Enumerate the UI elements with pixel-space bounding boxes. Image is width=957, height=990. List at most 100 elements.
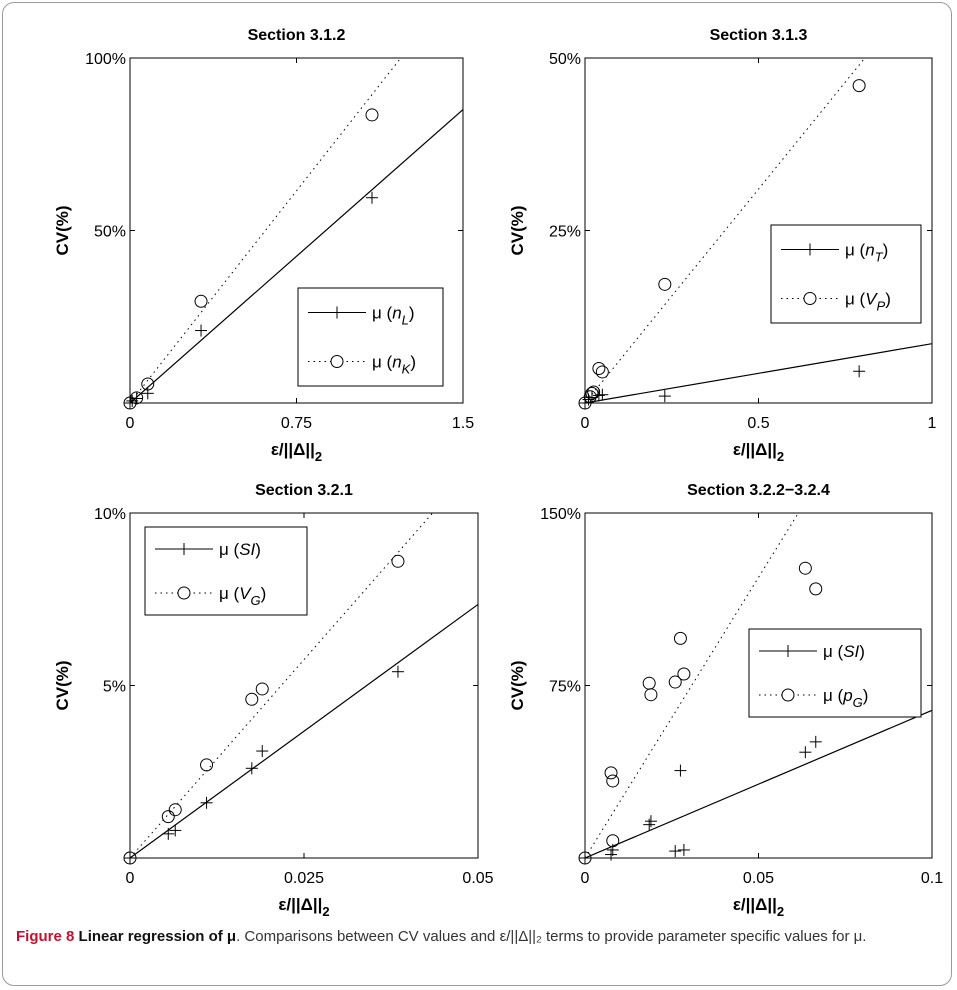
legend: μ (nT) μ (VP) (770, 224, 922, 324)
legend-label: μ (nT) (845, 241, 888, 265)
legend-box (748, 628, 922, 718)
fit-line (585, 513, 799, 858)
fit-line (585, 709, 932, 858)
legend-box (770, 224, 922, 324)
data-point-circle (673, 631, 687, 645)
data-point-circle (798, 561, 812, 575)
data-point-circle (658, 277, 672, 291)
data-point-circle (668, 675, 682, 689)
caption-text: . Comparisons between CV values and ε/||… (236, 928, 867, 945)
data-point-circle (141, 377, 155, 391)
data-point-plus (606, 843, 619, 856)
figure-caption: Figure 8 Linear regression of μ. Compari… (16, 925, 946, 949)
legend: μ (SI) μ (pG) (748, 628, 922, 718)
data-point-circle (583, 390, 597, 404)
data-point-circle (123, 851, 137, 865)
x-tick-label: 0.5 (747, 415, 769, 432)
x-axis-label: ε/||Δ||2 (733, 895, 784, 919)
caption-label: Figure 8 (16, 928, 75, 945)
y-tick-label: 10% (94, 506, 126, 523)
x-tick-label: 0.05 (743, 870, 774, 887)
x-tick-label: 1 (928, 415, 937, 432)
series-2 (578, 58, 866, 410)
x-tick-label: 0.025 (284, 870, 324, 887)
series-2 (123, 513, 434, 865)
y-tick-label: 5% (103, 679, 126, 696)
x-axis-label: ε/||Δ||2 (733, 440, 784, 464)
legend-label: μ (SI) (823, 642, 865, 661)
y-axis-label: CV(%) (508, 205, 527, 255)
data-point-plus (141, 387, 154, 400)
data-point-circle (161, 810, 175, 824)
data-point-plus (658, 390, 671, 403)
data-point-circle (595, 365, 609, 379)
data-point-plus (799, 746, 812, 759)
legend-label: μ (nL) (372, 304, 415, 328)
data-point-circle (123, 396, 137, 410)
data-point-plus (643, 818, 656, 831)
y-axis-label: CV(%) (53, 205, 72, 255)
x-tick-label: 0 (581, 415, 590, 432)
chart-panel-3: Section 3.2.1 0 0.025 0.05 5% 10% ε/||Δ||2 CV(%… (53, 482, 494, 919)
x-tick-label: 0 (581, 870, 590, 887)
chart-panel-1: Section 3.1.2 0 0.75 1.5 50% 100% ε/||Δ||2 CV(%… (53, 27, 474, 464)
y-axis-label: CV(%) (53, 660, 72, 710)
chart-title: Section 3.2.1 (255, 482, 353, 499)
y-tick-label: 50% (549, 51, 581, 68)
y-tick-label: 100% (85, 51, 126, 68)
legend-label: μ (VG) (219, 584, 266, 608)
legend: μ (SI) μ (VG) (144, 526, 308, 616)
data-point-circle (365, 108, 379, 122)
data-point-circle (255, 682, 269, 696)
y-axis-label: CV(%) (508, 660, 527, 710)
data-point-circle (245, 692, 259, 706)
fit-line (585, 343, 932, 403)
data-point-plus (605, 848, 618, 861)
fit-line (130, 58, 402, 403)
x-axis-label: ε/||Δ||2 (278, 895, 329, 919)
data-point-plus (200, 796, 213, 809)
data-point-plus (162, 827, 175, 840)
x-tick-label: 0 (126, 415, 135, 432)
data-point-plus (809, 735, 822, 748)
data-point-plus (677, 843, 690, 856)
y-tick-label: 75% (549, 679, 581, 696)
data-point-plus (195, 324, 208, 337)
fit-line (130, 603, 478, 858)
data-point-circle (200, 758, 214, 772)
series-2 (123, 58, 402, 410)
data-point-circle (592, 362, 606, 375)
data-point-circle (587, 385, 601, 399)
y-tick-label: 150% (540, 506, 581, 523)
data-point-plus (596, 388, 609, 401)
data-point-circle (130, 391, 144, 405)
data-point-circle (606, 774, 620, 788)
data-point-circle (194, 294, 208, 308)
legend-box (297, 287, 444, 387)
data-point-plus (644, 815, 657, 828)
x-tick-label: 0.05 (462, 870, 493, 887)
legend-label: μ (pG) (823, 686, 868, 710)
data-point-circle (606, 834, 620, 848)
data-point-plus (169, 824, 182, 837)
legend-marker-circle (781, 688, 795, 702)
data-point-plus (853, 365, 866, 378)
fit-line (585, 58, 866, 403)
series-1 (579, 343, 932, 409)
x-tick-label: 0 (126, 870, 135, 887)
legend-label: μ (nK) (372, 353, 416, 377)
data-point-circle (852, 79, 866, 93)
x-tick-label: 0.1 (921, 870, 943, 887)
series-1 (124, 109, 463, 409)
data-point-circle (809, 582, 823, 596)
chart-title: Section 3.1.3 (710, 27, 808, 44)
data-point-plus (365, 191, 378, 204)
data-point-circle (642, 676, 656, 690)
data-point-plus (245, 762, 258, 775)
series-2 (578, 513, 823, 865)
data-point-circle (168, 803, 182, 817)
x-axis-label: ε/||Δ||2 (271, 440, 322, 464)
chart-title: Section 3.2.2−3.2.4 (687, 482, 830, 499)
series-1 (124, 603, 478, 864)
chart-title: Section 3.1.2 (248, 27, 346, 44)
